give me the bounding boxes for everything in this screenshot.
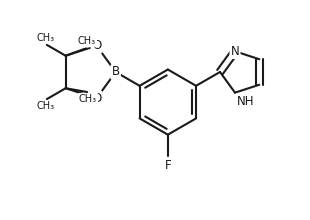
Text: CH₃: CH₃ xyxy=(79,94,97,104)
Text: F: F xyxy=(165,159,171,172)
Text: O: O xyxy=(92,92,101,105)
Text: CH₃: CH₃ xyxy=(37,33,55,43)
Text: O: O xyxy=(92,39,101,52)
Text: CH₃: CH₃ xyxy=(37,101,55,111)
Text: B: B xyxy=(112,66,120,79)
Text: N: N xyxy=(231,45,239,58)
Text: CH₃: CH₃ xyxy=(78,36,96,46)
Text: NH: NH xyxy=(237,95,255,108)
